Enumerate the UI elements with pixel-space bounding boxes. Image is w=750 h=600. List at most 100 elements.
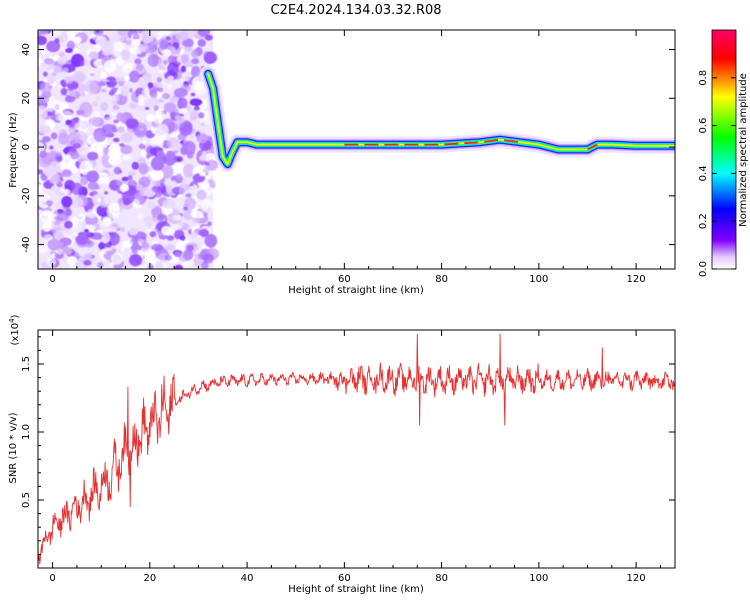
noise-blob	[100, 71, 107, 79]
noise-blob	[190, 231, 198, 240]
x-tick-label: 60	[338, 573, 351, 584]
noise-blob	[172, 214, 183, 221]
noise-blob	[121, 190, 135, 205]
noise-blob	[49, 150, 59, 159]
noise-blob	[79, 101, 93, 118]
noise-blob	[112, 105, 120, 111]
noise-blob	[167, 75, 174, 81]
noise-blob	[88, 51, 99, 60]
noise-blob	[189, 183, 194, 187]
spectrogram-axes: 0 20 40 60 80 100 120 -40 -20 0 20 40	[21, 30, 675, 285]
noise-blob	[205, 174, 211, 181]
noise-blob	[39, 30, 50, 36]
noise-blob	[184, 197, 197, 211]
noise-blob	[42, 221, 52, 232]
noise-blob	[124, 75, 130, 82]
x-tick-label: 120	[627, 573, 646, 584]
noise-blob	[73, 117, 80, 121]
noise-blob	[180, 146, 189, 156]
noise-blob	[72, 143, 82, 149]
noise-blob	[179, 121, 193, 137]
noise-blob	[56, 181, 63, 188]
x-tick-label: 0	[49, 573, 55, 584]
noise-blob	[68, 127, 76, 134]
noise-blob	[199, 171, 206, 177]
noise-blob	[102, 47, 113, 56]
noise-blob	[190, 50, 199, 58]
noise-blob	[95, 172, 110, 184]
noise-blob	[138, 238, 144, 245]
noise-blob	[143, 216, 153, 223]
noise-blob	[55, 247, 64, 255]
noise-blob	[88, 116, 101, 127]
noise-blob	[197, 39, 206, 47]
noise-blob	[73, 48, 80, 53]
noise-blob	[158, 99, 164, 103]
noise-blob	[204, 162, 210, 166]
noise-blob	[93, 127, 107, 143]
noise-blob	[58, 132, 70, 145]
noise-blob	[191, 58, 200, 65]
noise-blob	[161, 49, 172, 57]
noise-blob	[145, 220, 153, 228]
noise-blob	[112, 137, 120, 143]
noise-blob	[108, 155, 122, 166]
noise-blob	[43, 71, 48, 77]
noise-blob	[171, 163, 186, 178]
noise-blob	[123, 65, 133, 73]
snr-line	[38, 333, 675, 565]
x-tick-label: 80	[435, 274, 448, 285]
snr-y-label: SNR (10 * v/v)	[8, 412, 19, 483]
noise-blob	[86, 209, 97, 219]
noise-blob	[120, 85, 130, 97]
noise-blob	[101, 250, 107, 255]
noise-blob	[205, 159, 218, 171]
noise-blob	[51, 185, 56, 191]
noise-blob	[38, 125, 51, 134]
colorbar-gradient	[711, 29, 737, 270]
noise-blob	[185, 193, 192, 198]
noise-blob	[180, 54, 189, 64]
noise-blob	[49, 145, 54, 150]
noise-blob	[95, 96, 102, 102]
noise-blob	[41, 136, 51, 143]
noise-blob	[63, 30, 78, 45]
noise-blob	[49, 30, 64, 37]
noise-blob	[153, 81, 164, 89]
colorbar-label: Normalized spectral amplitude	[738, 73, 749, 227]
noise-blob	[207, 221, 212, 226]
noise-blob	[185, 46, 192, 51]
colorbar: 0.0 0.2 0.4 0.6 0.8 Normalized spectral ampl…	[698, 29, 749, 277]
noise-blob	[173, 150, 179, 154]
noise-blob	[167, 83, 173, 90]
noise-blob	[64, 220, 73, 229]
noise-blob	[103, 197, 110, 205]
noise-blob	[131, 39, 141, 47]
noise-blob	[108, 90, 115, 96]
noise-blob	[147, 53, 160, 67]
noise-blob	[98, 241, 106, 250]
noise-blob	[131, 248, 138, 254]
noise-blob	[157, 87, 164, 93]
noise-blob	[128, 240, 133, 245]
y-tick-label: 0.5	[21, 492, 32, 508]
noise-blob	[193, 105, 201, 111]
noise-blob	[151, 186, 159, 193]
noise-blob	[127, 174, 133, 181]
noise-blob	[106, 172, 115, 178]
noise-blob	[165, 244, 175, 251]
noise-blob	[40, 45, 46, 50]
signal-halo-outer	[200, 65, 675, 173]
noise-blob	[161, 225, 172, 236]
noise-blob	[146, 228, 152, 233]
noise-blob	[63, 188, 71, 195]
noise-blob	[200, 180, 210, 191]
noise-blob	[41, 50, 50, 56]
noise-blob	[189, 98, 203, 107]
noise-blob	[77, 213, 86, 222]
spectrogram-panel: 0 20 40 60 80 100 120 -40 -20 0 20 40 Height of str…	[8, 29, 676, 296]
noise-blob	[113, 41, 124, 52]
noise-blob	[117, 30, 129, 37]
noise-blob	[164, 181, 178, 189]
